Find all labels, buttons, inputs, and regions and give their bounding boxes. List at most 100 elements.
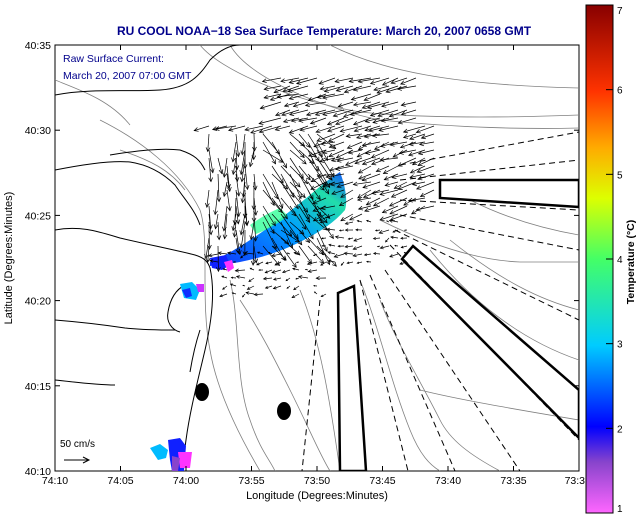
current-vector xyxy=(310,181,327,190)
current-vector xyxy=(232,157,237,175)
current-vector xyxy=(262,173,279,199)
current-vector-head xyxy=(214,126,220,131)
coastline xyxy=(55,45,241,471)
current-vector-head xyxy=(403,201,409,206)
current-vector-head xyxy=(366,104,373,110)
current-vector-head xyxy=(409,174,415,179)
current-vector-head xyxy=(310,177,316,183)
current-vector-head xyxy=(287,88,293,93)
current-vector-head xyxy=(416,185,422,190)
current-vector-head xyxy=(411,160,418,166)
current-vector xyxy=(372,117,390,123)
current-vector-head xyxy=(352,86,358,92)
current-vector-head xyxy=(275,111,281,117)
current-vector-head xyxy=(393,184,399,189)
current-vector-head xyxy=(297,275,303,279)
current-vector xyxy=(280,77,300,82)
current-vector-head xyxy=(304,268,307,271)
current-vector-head xyxy=(216,197,222,203)
current-vector-head xyxy=(349,111,355,117)
current-vector-head xyxy=(242,284,244,287)
current-vector xyxy=(275,109,291,116)
current-vector xyxy=(217,221,220,240)
current-vector xyxy=(226,173,230,189)
current-vector xyxy=(368,125,390,132)
colorbar-tick-label: 7 xyxy=(617,6,623,17)
current-vector xyxy=(335,236,345,239)
current-vector xyxy=(416,205,435,211)
current-vector xyxy=(319,77,336,85)
current-vector xyxy=(307,173,325,191)
current-vector-head xyxy=(346,261,350,265)
current-vector xyxy=(380,141,399,147)
current-vector-head xyxy=(400,102,406,107)
current-vector-head xyxy=(286,286,289,289)
current-vector-head xyxy=(271,253,276,258)
current-vector-head xyxy=(336,158,342,163)
current-vector xyxy=(244,165,248,190)
current-vector-head xyxy=(338,201,345,207)
current-vector xyxy=(403,125,426,133)
current-vector xyxy=(340,125,363,132)
current-vector-head xyxy=(313,143,319,148)
current-vector-head xyxy=(344,244,349,249)
current-vector xyxy=(234,221,237,237)
current-vectors xyxy=(193,77,435,298)
current-vector-head xyxy=(363,253,368,257)
current-vector-head xyxy=(228,127,234,132)
current-vector xyxy=(289,77,309,83)
current-vector-head xyxy=(218,169,224,175)
y-tick-label: 40:15 xyxy=(25,381,51,393)
current-vector-head xyxy=(253,292,258,297)
current-vector-head xyxy=(208,177,213,183)
current-vector xyxy=(223,157,228,178)
current-vector xyxy=(398,117,417,124)
current-vector-head xyxy=(417,150,424,156)
current-vector xyxy=(240,221,246,248)
x-tick-label: 74:05 xyxy=(107,475,133,487)
current-vector-head xyxy=(353,238,358,242)
current-vector-head xyxy=(246,286,251,290)
current-vector xyxy=(289,125,309,134)
current-vector xyxy=(322,109,345,116)
current-vector-head xyxy=(235,152,241,158)
current-vector-head xyxy=(264,270,269,274)
current-vector-head xyxy=(264,285,269,289)
current-vector-head xyxy=(371,160,377,166)
current-vector-head xyxy=(321,244,324,247)
current-vector xyxy=(419,141,435,145)
current-vector-head xyxy=(281,255,287,261)
current-vector xyxy=(235,269,246,272)
current-vector-head xyxy=(222,268,225,271)
y-tick-label: 40:25 xyxy=(25,210,51,222)
current-vector-head xyxy=(400,111,407,116)
current-vector-head xyxy=(279,178,284,184)
current-vector xyxy=(420,189,435,197)
current-vector xyxy=(244,205,248,226)
current-vector xyxy=(358,173,372,180)
current-vector xyxy=(316,237,330,265)
current-vector xyxy=(289,165,308,184)
current-vector-head xyxy=(222,287,225,290)
current-vector-head xyxy=(217,251,222,256)
current-vector xyxy=(345,157,363,166)
current-vector xyxy=(298,245,312,264)
current-vector-head xyxy=(263,94,269,100)
current-vector-head xyxy=(328,143,334,149)
current-vector-head xyxy=(361,177,367,182)
current-vector xyxy=(377,85,399,94)
current-vector-head xyxy=(348,78,354,84)
current-vector xyxy=(262,141,276,165)
current-vector xyxy=(379,189,399,195)
current-vector-head xyxy=(340,263,343,266)
current-vector-head xyxy=(286,252,289,255)
current-vector-head xyxy=(389,254,394,258)
current-vector-head xyxy=(376,245,379,248)
current-vector xyxy=(345,245,354,248)
current-vector xyxy=(364,93,381,101)
current-vector-head xyxy=(222,172,228,178)
current-vector-head xyxy=(282,87,288,93)
current-vector-head xyxy=(399,261,403,265)
current-vector xyxy=(283,117,300,123)
